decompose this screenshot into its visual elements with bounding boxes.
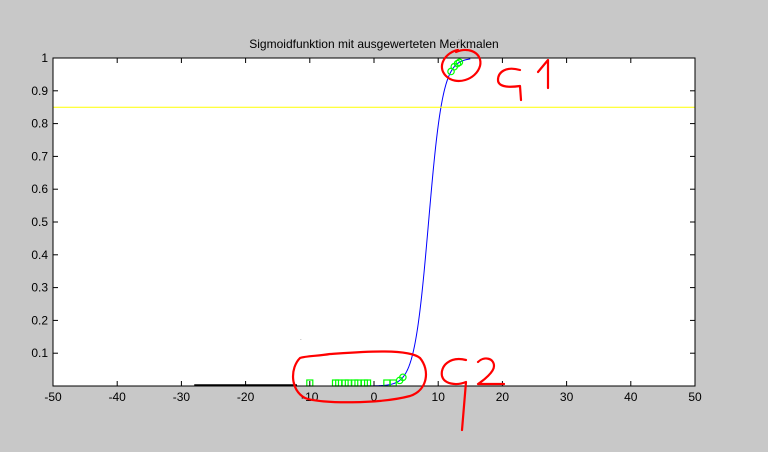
y-tick-label: 0.8 <box>31 117 48 131</box>
x-tick-label: 0 <box>371 390 378 404</box>
g1-letter-g <box>496 67 523 102</box>
g1-digit-1 <box>536 58 550 90</box>
y-tick-label: 0.5 <box>31 215 48 229</box>
y-tick-label: 1 <box>41 51 48 65</box>
data-point-circle <box>399 373 407 382</box>
g2-letter-g <box>440 358 468 432</box>
plot-area <box>53 58 695 386</box>
x-tick-label: -50 <box>44 390 62 404</box>
annotation-g2: G2 <box>292 339 506 432</box>
y-tick-label: 0.4 <box>31 248 48 262</box>
x-tick-label: -40 <box>109 390 127 404</box>
g2-digit-2 <box>476 357 506 386</box>
annotation-g1: G1 <box>440 39 550 102</box>
g1-label: G1 <box>458 39 460 41</box>
x-tick-label: 40 <box>624 390 638 404</box>
x-tick-label: 20 <box>496 390 510 404</box>
y-tick-label: 0.9 <box>31 84 48 98</box>
x-tick-label: -20 <box>237 390 255 404</box>
x-tick-label: 30 <box>560 390 574 404</box>
g2-circle-mark <box>292 350 428 404</box>
annotation-layer: G1 G2 <box>292 39 550 432</box>
data-point-circle <box>453 59 462 68</box>
x-tick-label: 50 <box>688 390 702 404</box>
chart-title: Sigmoidfunktion mit ausgewerteten Merkma… <box>249 37 498 51</box>
x-tick-label: -30 <box>173 390 191 404</box>
y-tick-label: 0.2 <box>31 313 48 327</box>
g1-circle-mark <box>440 48 482 83</box>
y-tick-label: 0.3 <box>31 281 48 295</box>
y-tick-label: 0.6 <box>31 182 48 196</box>
data-point-circle <box>455 58 464 67</box>
axes-layer: -50 -40 -30 -20 -10 0 10 20 30 40 500.10.20.30.40.… <box>31 51 702 404</box>
y-tick-label: 0.1 <box>31 346 48 360</box>
x-tick-label: 10 <box>432 390 446 404</box>
y-tick-label: 0.7 <box>31 149 48 163</box>
g2-label: G2 <box>300 339 302 341</box>
